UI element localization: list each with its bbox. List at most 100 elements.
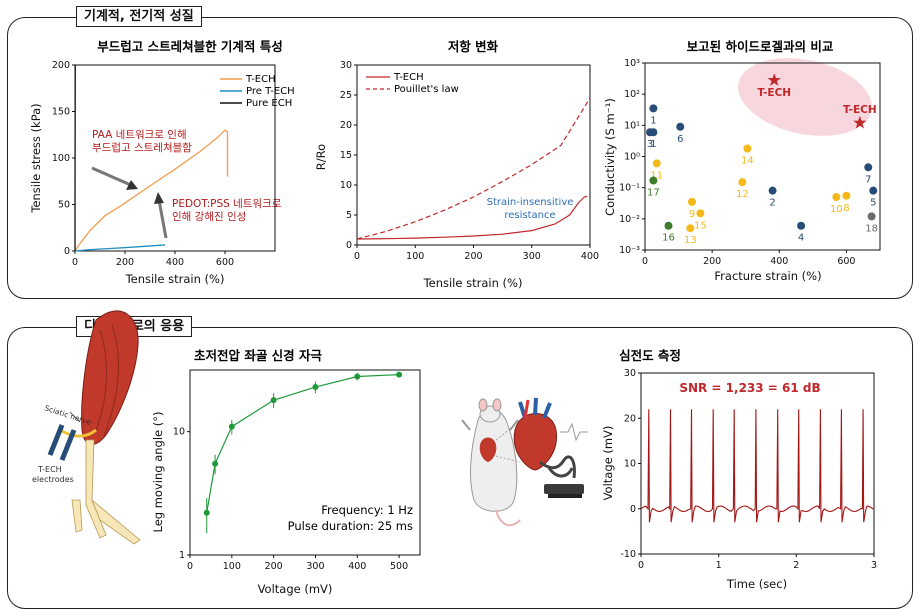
chart3-point-label-16: 17: [647, 187, 660, 198]
chart4-xtick-label-5: 500: [390, 561, 408, 572]
chart3-point-2: [646, 128, 655, 137]
chart2-xtick-label-0: 0: [354, 251, 360, 262]
chart1-annotation2-line1: PEDOT:PSS 네트워크로: [172, 197, 282, 210]
chart2-xlabel: Tensile strain (%): [423, 276, 523, 290]
chart4-point-4: [312, 384, 319, 391]
chart4-frame: [189, 369, 421, 556]
chart4-xlabel: Voltage (mV): [258, 582, 333, 596]
chart3-point-label-14: 10: [830, 204, 843, 215]
chart4-xtick-label-2: 200: [265, 561, 283, 572]
chart4-point-2: [228, 423, 235, 430]
chart4-point-0: [203, 509, 210, 516]
chart1-title: 부드럽고 스트레쳐블한 기계적 특성: [97, 39, 283, 54]
chart3-ytick-label-0: 10⁻³: [619, 245, 640, 256]
chart3-point-label-8: 11: [650, 170, 663, 181]
chart2-title: 저항 변화: [448, 39, 499, 54]
chart1-series-0: [74, 129, 229, 252]
legend1-label-1: Pre T-ECH: [246, 86, 295, 97]
chart3-point-12: [696, 209, 705, 218]
chart2-ytick-label-6: 30: [340, 60, 352, 71]
chart5-xtick-label-2: 2: [793, 560, 799, 571]
chart5-frame: [640, 372, 875, 555]
chart3-point-0: [649, 104, 658, 113]
legend2-label-0: T-ECH: [393, 72, 424, 83]
chart3-ytick-label-5: 10²: [624, 89, 640, 100]
chart3-point-label-3: 6: [677, 134, 683, 145]
chart4-point-6: [396, 371, 403, 378]
chart3-point-label-2: 3: [647, 139, 653, 150]
chart5-xtick-label-0: 0: [638, 560, 644, 571]
legend2-label-1: Pouillet's law: [394, 84, 459, 95]
chart4-ytick-label-0: 1: [179, 550, 185, 561]
chart3-xtick-label-1: 200: [703, 256, 721, 267]
mechanical-electrical-panel: [7, 17, 913, 299]
chart3-point-17: [664, 221, 673, 230]
electrode-label-line1: T-ECH: [37, 465, 62, 474]
chart3-point-16: [649, 176, 658, 185]
chart3-ytick-label-6: 10³: [624, 58, 640, 69]
chart3-point-label-18: 18: [865, 223, 878, 234]
legend1-label-2: Pure ECH: [246, 98, 292, 109]
chart3-point-7: [869, 186, 878, 195]
chart1-xlabel: Tensile strain (%): [125, 272, 225, 286]
chart5-title: 심전도 측정: [619, 348, 681, 363]
chart5-ylabel: Voltage (mV): [601, 426, 615, 501]
electrode-2: [59, 429, 77, 461]
chart3-star-0: [767, 73, 781, 86]
chart5-ytick-label-2: 10: [624, 459, 636, 470]
chart1-ytick-label-3: 150: [52, 107, 70, 118]
chart3-point-14: [832, 193, 841, 202]
chart4-note-frequency: Frequency: 1 Hz: [321, 503, 413, 517]
leg-illustration: [47, 310, 141, 545]
chart3-point-11: [688, 197, 696, 206]
chart4-point-1: [212, 460, 219, 467]
chart3-point-label-5: 4: [798, 233, 804, 244]
chart4-ytick-label-1: 10: [173, 427, 185, 438]
snr-annotation: SNR = 1,233 = 61 dB: [679, 381, 820, 395]
chart3-star-1: [853, 115, 867, 129]
chart2-series-0: [356, 195, 588, 240]
chart3-point-label-11: 9: [689, 209, 695, 220]
tech-highlight-region: [738, 58, 872, 136]
chart4-xtick-label-0: 0: [187, 561, 193, 572]
chart2-ytick-label-5: 25: [340, 90, 352, 101]
chart1-ytick-label-1: 50: [58, 200, 70, 211]
chart5-ytick-label-4: 30: [624, 368, 636, 379]
chart4-point-3: [270, 397, 277, 404]
chart3-point-15: [842, 191, 851, 200]
chart2-xtick-label-1: 100: [406, 251, 424, 262]
chart2-annotation-line1: Strain-insensitive: [487, 197, 574, 208]
chart3-point-label-10: 12: [736, 189, 749, 200]
chart2-xtick-label-3: 300: [523, 251, 541, 262]
chart3-point-4: [768, 186, 777, 195]
chart3-ytick-label-2: 10⁻¹: [619, 183, 640, 194]
chart3-xlabel: Fracture strain (%): [714, 269, 821, 283]
chart3-xtick-label-0: 0: [642, 256, 648, 267]
chart1-series-1: [74, 244, 166, 252]
arrow-1: [91, 166, 134, 188]
chart3-point-label-6: 7: [865, 174, 871, 185]
chart3-xtick-label-2: 400: [770, 256, 788, 267]
electrode-1: [47, 424, 65, 456]
chart2-xtick-label-4: 400: [581, 251, 599, 262]
chart3-ytick-label-4: 10¹: [624, 120, 640, 131]
chart3-point-18: [867, 212, 876, 221]
chart4-xtick-label-4: 400: [348, 561, 366, 572]
chart3-point-label-12: 15: [694, 220, 707, 231]
chart2-ytick-label-0: 0: [346, 240, 352, 251]
chart4-note-pulse: Pulse duration: 25 ms: [288, 519, 413, 533]
mechanical-electrical-tag: 기계적, 전기적 성질: [76, 6, 202, 27]
chart5-xlabel: Time (sec): [726, 577, 787, 591]
arrow-1-head: [126, 180, 138, 190]
chart3-title: 보고된 하이드로겔과의 비교: [687, 39, 834, 54]
chart3-point-9: [743, 144, 752, 153]
chart2-ytick-label-2: 10: [340, 180, 352, 191]
chart2-annotation-line2: resistance: [504, 210, 555, 221]
chart3-point-label-13: 13: [684, 235, 697, 246]
chart3-point-label-1: 1: [650, 139, 656, 150]
chart3-ytick-label-3: 10⁰: [624, 152, 640, 163]
chart1-series-2: [74, 64, 76, 251]
device-application-panel: [7, 327, 913, 609]
